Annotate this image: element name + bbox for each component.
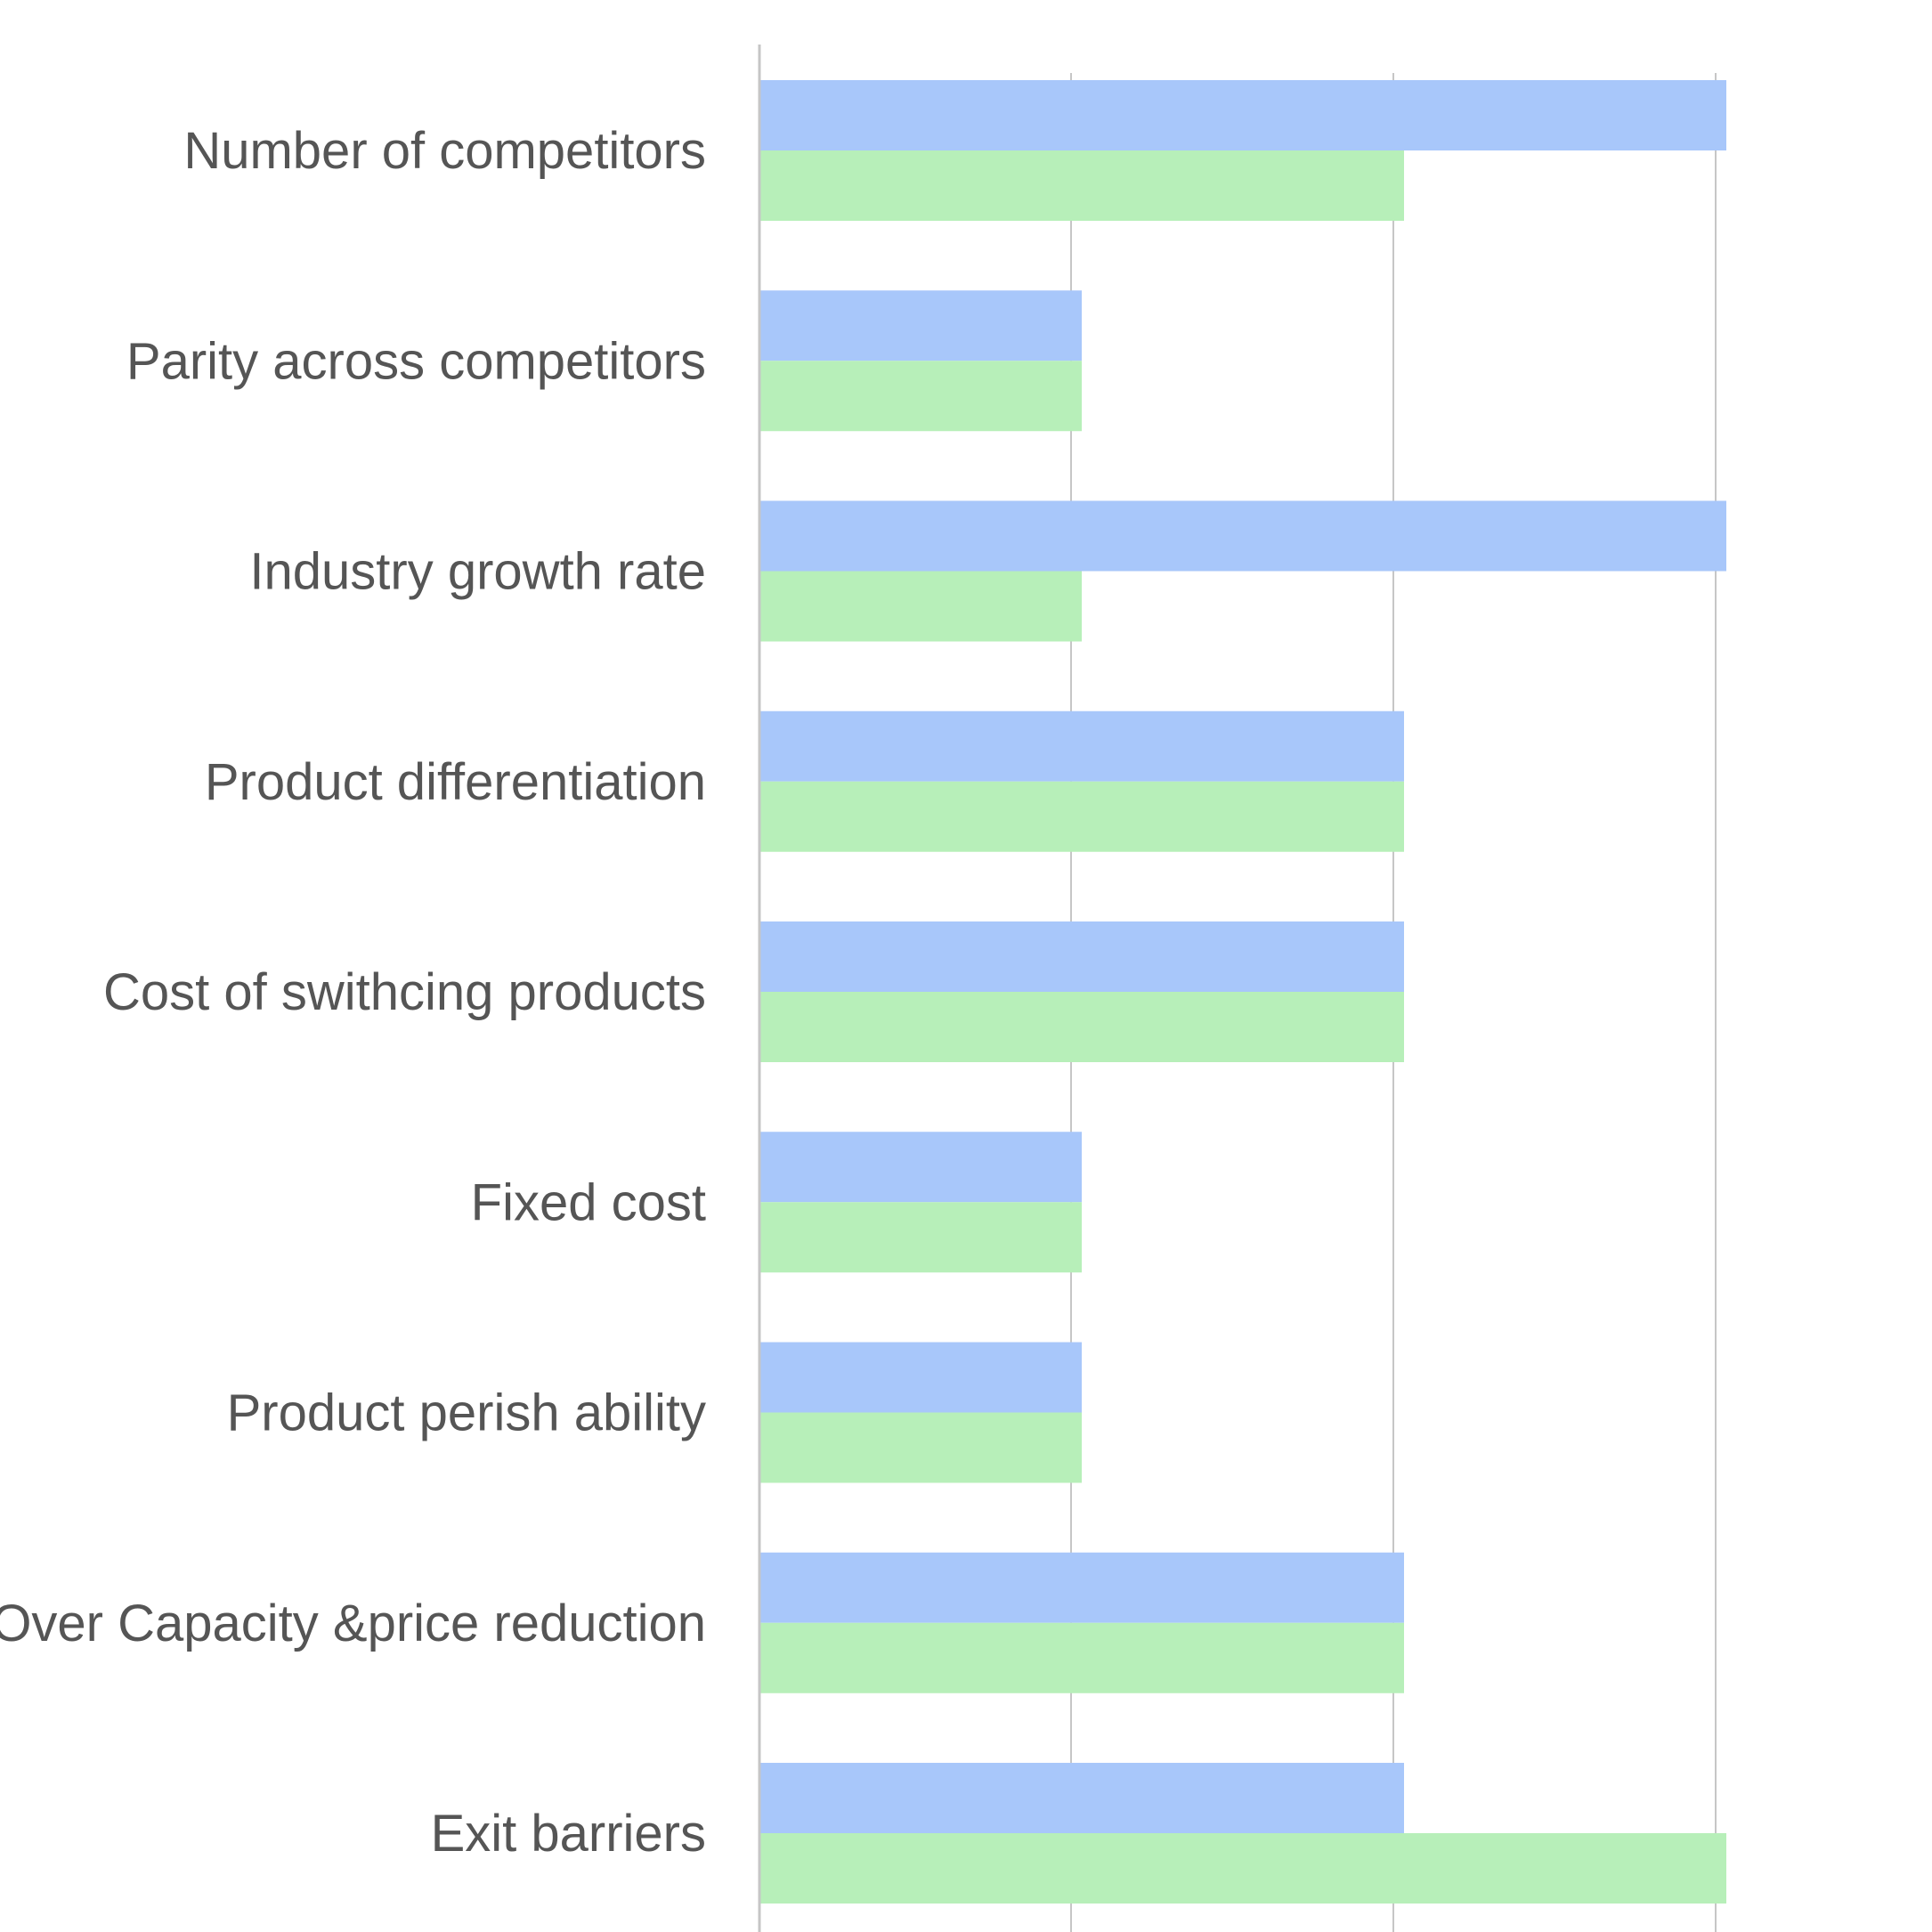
bar-series-1-7 [759,1342,1082,1413]
bar-series-1-3 [759,500,1726,572]
category-labels: Number of competitors Parity across compe… [0,122,706,1863]
category-label: Number of competitors [183,122,706,180]
category-label: Industry growth rate [249,543,706,601]
bar-series-2-8 [759,1622,1404,1693]
bar-series-1-4 [759,710,1404,782]
bar-series-2-2 [759,361,1082,432]
category-label: Exit barriers [431,1805,706,1863]
bar-series-2-6 [759,1202,1082,1273]
bar-series-1-5 [759,921,1404,992]
bar-series-1-8 [759,1552,1404,1623]
bar-series-2-9 [759,1833,1726,1904]
category-label: Cost of swithcing products [103,963,706,1021]
bar-series-2-7 [759,1412,1082,1483]
category-label: Product perish ability [227,1384,706,1442]
bar-series-2-3 [759,571,1082,642]
category-label: Fixed cost [471,1173,706,1231]
category-label: Product differentiation [205,753,706,811]
bar-series-1-6 [759,1132,1082,1203]
bar-series-1-2 [759,290,1082,361]
bar-series-2-1 [759,150,1404,221]
category-label: Over Capacity &price reduction [0,1595,706,1652]
category-label: Parity across competitors [126,332,706,390]
bar-series-2-4 [759,781,1404,852]
bar-series-2-5 [759,992,1404,1062]
bars [759,80,1726,1904]
bar-series-1-9 [759,1763,1404,1833]
bar-series-1-1 [759,80,1726,150]
